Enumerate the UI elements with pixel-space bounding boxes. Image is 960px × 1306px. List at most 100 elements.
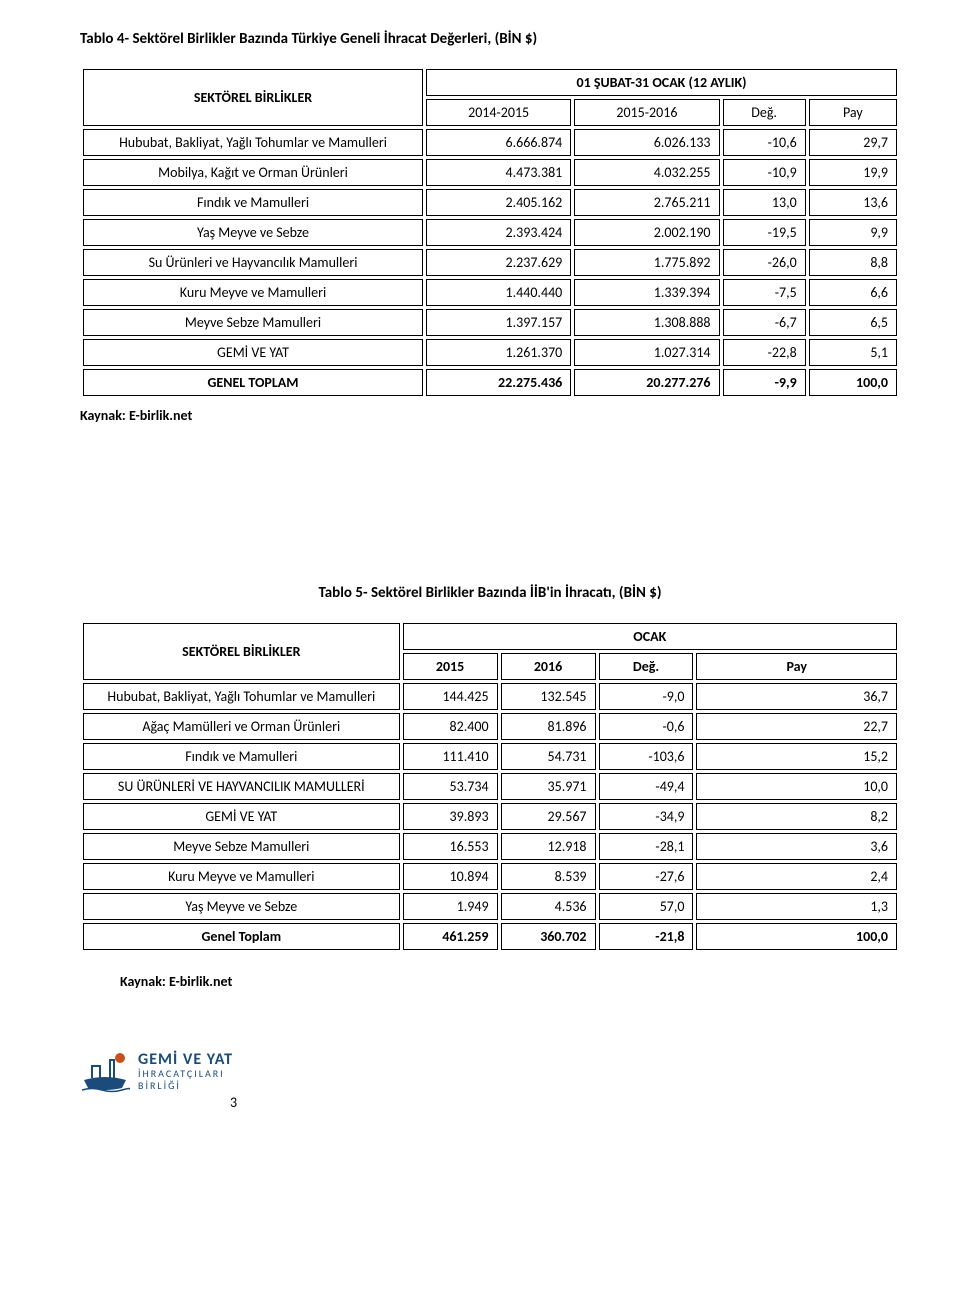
row-val: 6.026.133	[574, 129, 719, 156]
table5-period-header: OCAK	[403, 623, 897, 650]
table-row: Meyve Sebze Mamulleri16.55312.918-28,13,…	[83, 833, 897, 860]
row-val: -6,7	[723, 309, 806, 336]
row-val: 100,0	[696, 923, 897, 950]
row-val: -10,9	[723, 159, 806, 186]
table5-sector-header: SEKTÖREL BİRLİKLER	[83, 623, 400, 680]
table5-title: Tablo 5- Sektörel Birlikler Bazında İİB'…	[80, 584, 900, 602]
row-label: Mobilya, Kağıt ve Orman Ürünleri	[83, 159, 423, 186]
row-val: 13,6	[809, 189, 897, 216]
row-val: 6,6	[809, 279, 897, 306]
table5: SEKTÖREL BİRLİKLER OCAK 2015 2016 Değ. P…	[80, 620, 900, 953]
row-val: -9,0	[599, 683, 694, 710]
row-val: 2.002.190	[574, 219, 719, 246]
row-val: -7,5	[723, 279, 806, 306]
row-val: 111.410	[403, 743, 498, 770]
logo-text: GEMİ VE YAT İHRACATÇILARI BİRLİĞİ	[138, 1052, 233, 1092]
table-row: Hububat, Bakliyat, Yağlı Tohumlar ve Mam…	[83, 683, 897, 710]
page-number: 3	[230, 1094, 900, 1111]
row-val: 1,3	[696, 893, 897, 920]
row-val: 1.027.314	[574, 339, 719, 366]
row-val: 6.666.874	[426, 129, 571, 156]
table4-source: Kaynak: E-birlik.net	[80, 407, 900, 424]
row-label: Fındık ve Mamulleri	[83, 189, 423, 216]
row-val: 132.545	[501, 683, 596, 710]
row-val: 8,2	[696, 803, 897, 830]
table-row: Su Ürünleri ve Hayvancılık Mamulleri2.23…	[83, 249, 897, 276]
row-val: 5,1	[809, 339, 897, 366]
row-label: Genel Toplam	[83, 923, 400, 950]
row-val: 20.277.276	[574, 369, 719, 396]
table-row: SU ÜRÜNLERİ VE HAYVANCILIK MAMULLERİ53.7…	[83, 773, 897, 800]
row-val: -28,1	[599, 833, 694, 860]
logo-line3: BİRLİĞİ	[138, 1080, 233, 1092]
row-label: Meyve Sebze Mamulleri	[83, 309, 423, 336]
row-val: 35.971	[501, 773, 596, 800]
table-row: Hububat, Bakliyat, Yağlı Tohumlar ve Mam…	[83, 129, 897, 156]
row-val: -26,0	[723, 249, 806, 276]
row-val: 100,0	[809, 369, 897, 396]
table-row: Meyve Sebze Mamulleri1.397.1571.308.888-…	[83, 309, 897, 336]
row-val: 19,9	[809, 159, 897, 186]
row-label: Su Ürünleri ve Hayvancılık Mamulleri	[83, 249, 423, 276]
row-label: GEMİ VE YAT	[83, 803, 400, 830]
row-val: 461.259	[403, 923, 498, 950]
table4-sector-header: SEKTÖREL BİRLİKLER	[83, 69, 423, 126]
table4-col-1: 2015-2016	[574, 99, 719, 126]
row-val: 2.405.162	[426, 189, 571, 216]
row-val: 8.539	[501, 863, 596, 890]
table4-period-header: 01 ŞUBAT-31 OCAK (12 AYLIK)	[426, 69, 897, 96]
row-label: Ağaç Mamülleri ve Orman Ürünleri	[83, 713, 400, 740]
row-val: 9,9	[809, 219, 897, 246]
row-val: 2.765.211	[574, 189, 719, 216]
row-label: Hububat, Bakliyat, Yağlı Tohumlar ve Mam…	[83, 129, 423, 156]
row-label: Meyve Sebze Mamulleri	[83, 833, 400, 860]
row-val: 22,7	[696, 713, 897, 740]
row-val: -27,6	[599, 863, 694, 890]
row-val: 82.400	[403, 713, 498, 740]
row-val: -9,9	[723, 369, 806, 396]
row-val: 22.275.436	[426, 369, 571, 396]
row-val: 8,8	[809, 249, 897, 276]
row-val: 53.734	[403, 773, 498, 800]
row-val: -34,9	[599, 803, 694, 830]
row-val: 1.440.440	[426, 279, 571, 306]
table5-col-1: 2016	[501, 653, 596, 680]
row-label: GEMİ VE YAT	[83, 339, 423, 366]
row-val: -103,6	[599, 743, 694, 770]
row-label: Kuru Meyve ve Mamulleri	[83, 863, 400, 890]
row-val: -19,5	[723, 219, 806, 246]
row-val: 10.894	[403, 863, 498, 890]
row-val: 2.237.629	[426, 249, 571, 276]
row-label: Hububat, Bakliyat, Yağlı Tohumlar ve Mam…	[83, 683, 400, 710]
row-val: 15,2	[696, 743, 897, 770]
ship-icon	[80, 1050, 130, 1094]
row-val: 4.536	[501, 893, 596, 920]
row-val: 2.393.424	[426, 219, 571, 246]
table-row: GEMİ VE YAT39.89329.567-34,98,2	[83, 803, 897, 830]
row-val: 2,4	[696, 863, 897, 890]
row-val: 144.425	[403, 683, 498, 710]
row-val: 360.702	[501, 923, 596, 950]
row-val: 81.896	[501, 713, 596, 740]
row-val: -0,6	[599, 713, 694, 740]
row-val: -49,4	[599, 773, 694, 800]
row-label: SU ÜRÜNLERİ VE HAYVANCILIK MAMULLERİ	[83, 773, 400, 800]
table-row: Ağaç Mamülleri ve Orman Ürünleri82.40081…	[83, 713, 897, 740]
table-row: Fındık ve Mamulleri111.41054.731-103,615…	[83, 743, 897, 770]
table5-col-0: 2015	[403, 653, 498, 680]
row-val: -10,6	[723, 129, 806, 156]
row-val: 3,6	[696, 833, 897, 860]
table5-col-3: Pay	[696, 653, 897, 680]
row-val: 57,0	[599, 893, 694, 920]
table4-col-2: Değ.	[723, 99, 806, 126]
table-row: Mobilya, Kağıt ve Orman Ürünleri4.473.38…	[83, 159, 897, 186]
row-val: 1.261.370	[426, 339, 571, 366]
table4: SEKTÖREL BİRLİKLER 01 ŞUBAT-31 OCAK (12 …	[80, 66, 900, 399]
table-row: Fındık ve Mamulleri2.405.1622.765.21113,…	[83, 189, 897, 216]
row-val: -22,8	[723, 339, 806, 366]
row-val: 29,7	[809, 129, 897, 156]
row-val: 1.397.157	[426, 309, 571, 336]
table-row: Kuru Meyve ve Mamulleri10.8948.539-27,62…	[83, 863, 897, 890]
row-val: 4.032.255	[574, 159, 719, 186]
row-val: 13,0	[723, 189, 806, 216]
